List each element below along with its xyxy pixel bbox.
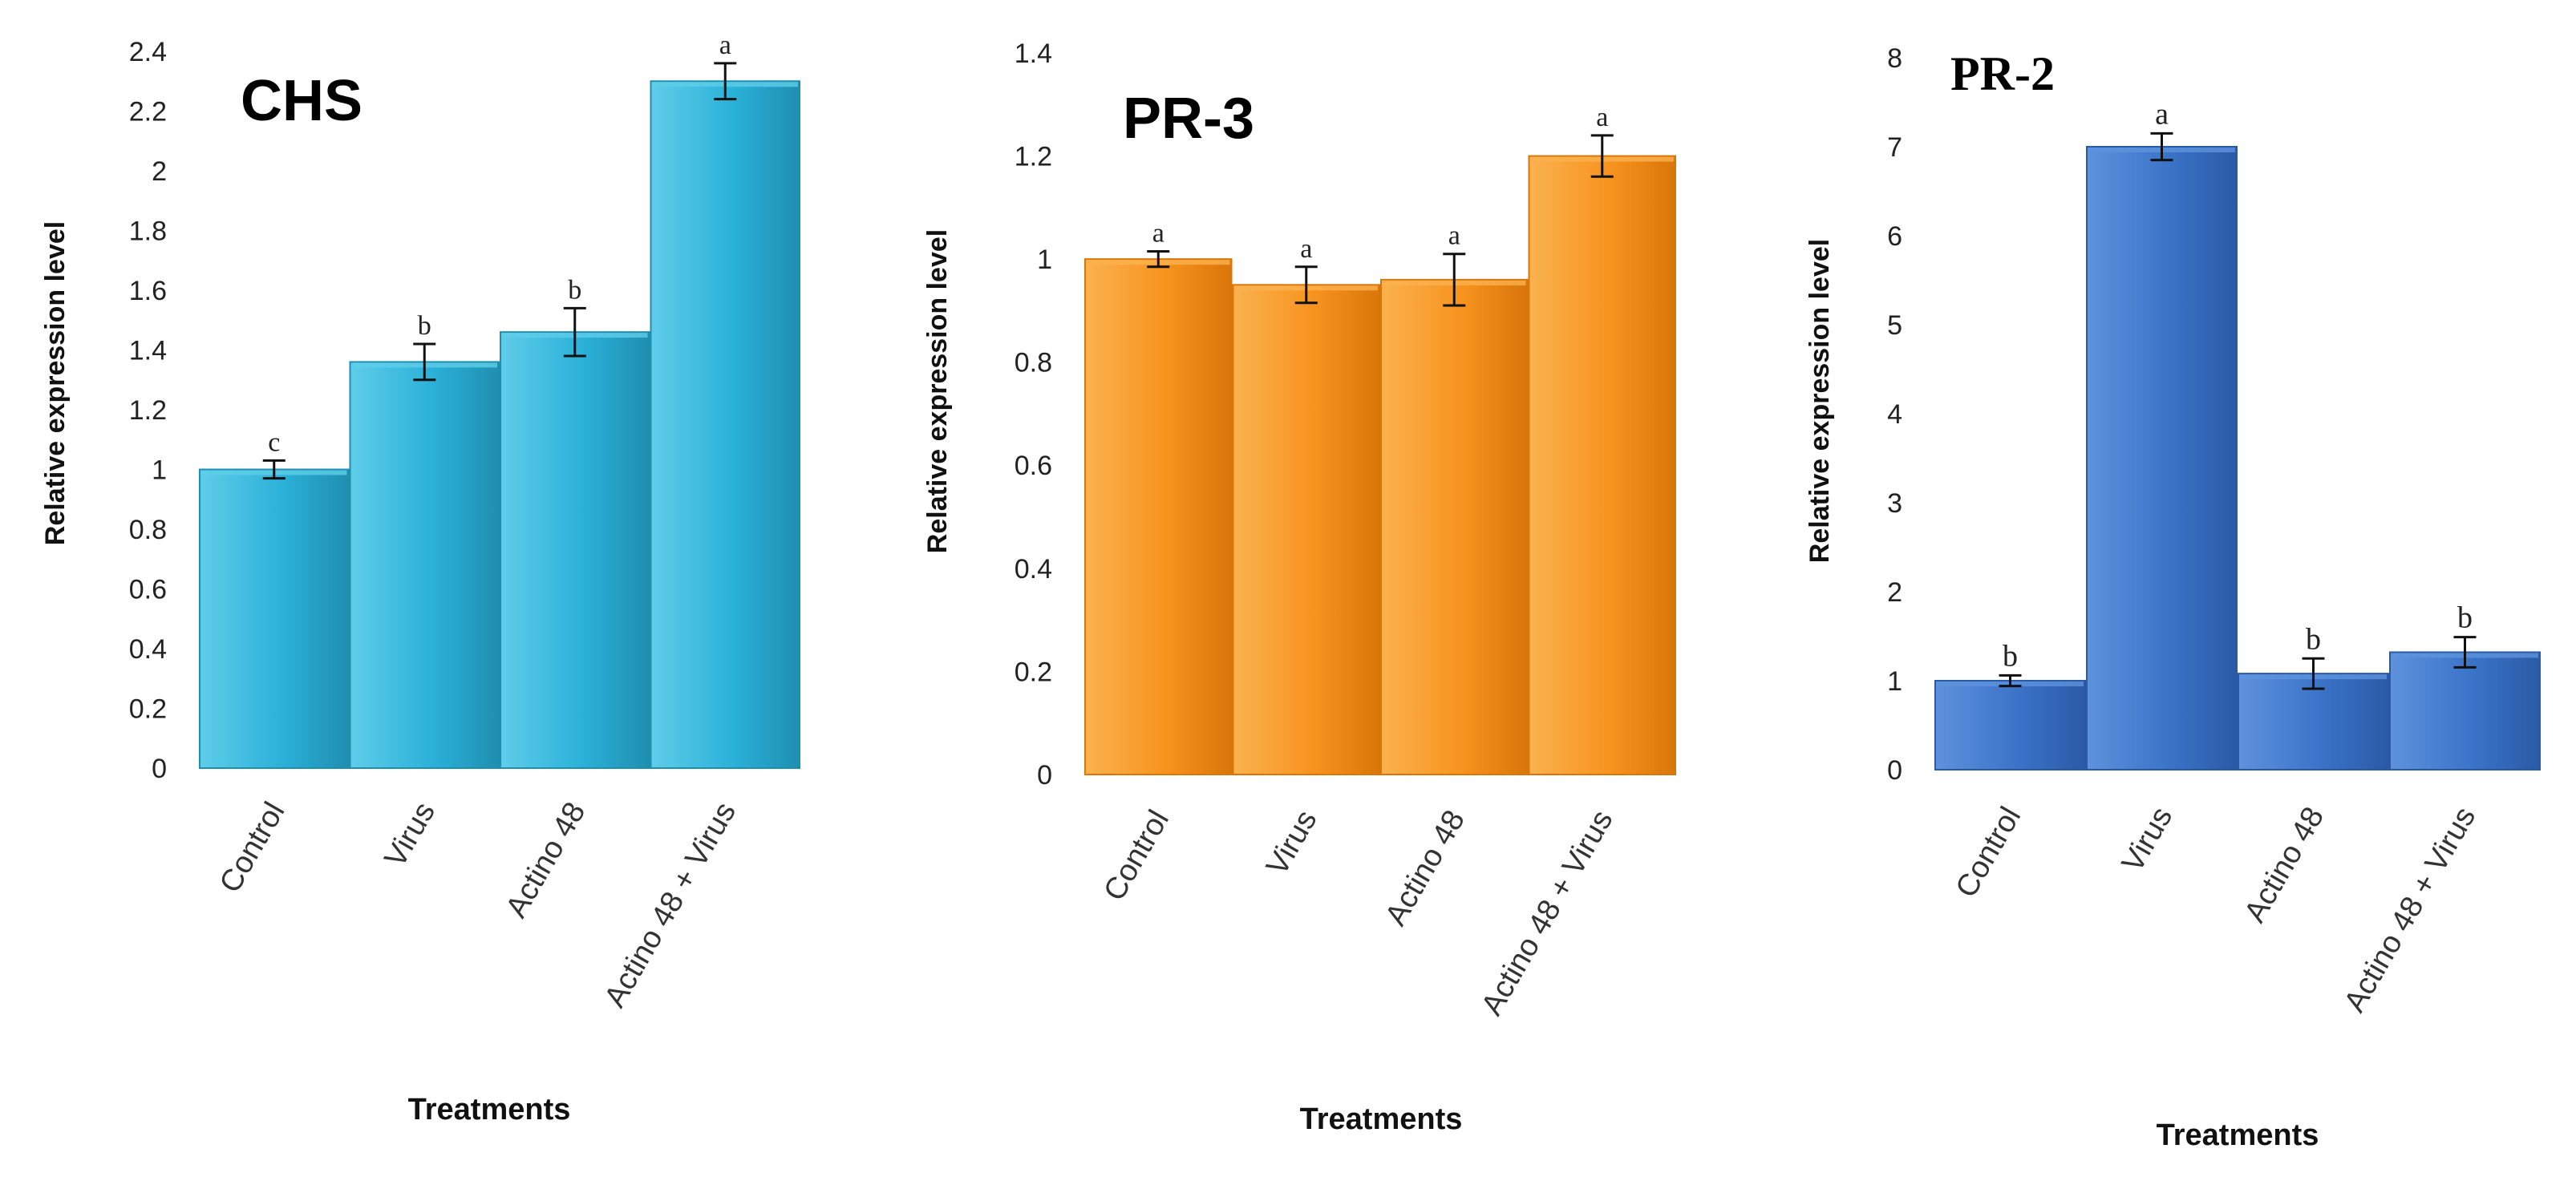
y-tick-label: 0.6: [129, 574, 167, 605]
chart-panel-pr3: PR-3 Relative expression level Treatment…: [922, 38, 1676, 1136]
x-tick-label: Virus: [1260, 805, 1323, 881]
y-axis-label: Relative expression level: [40, 221, 71, 545]
chart-title: CHS: [241, 69, 363, 133]
y-tick-label: 2: [1887, 577, 1902, 608]
y-tick-label: 8: [1887, 43, 1902, 74]
significance-label: a: [1152, 219, 1164, 249]
x-axis-label: Treatments: [408, 1093, 571, 1126]
significance-label: a: [719, 30, 731, 60]
significance-label: a: [1596, 103, 1608, 132]
significance-label: b: [418, 311, 431, 341]
bar: [2389, 651, 2541, 771]
y-tick-label: 1.4: [1015, 38, 1052, 69]
y-tick-label: 1.6: [129, 276, 167, 306]
chart-panel-pr2: PR-2 Relative expression level Treatment…: [1804, 43, 2541, 1152]
x-tick-label: Actino 48: [2238, 802, 2331, 928]
x-tick-label: Control: [1097, 805, 1176, 907]
significance-label: b: [568, 275, 581, 305]
significance-label: b: [2003, 639, 2018, 673]
x-tick-label: Actino 48: [500, 797, 593, 924]
chart-panel-chs: CHS Relative expression level Treatments…: [40, 30, 800, 1126]
x-tick-label: Actino 48 + Virus: [2338, 802, 2482, 1018]
bar: [500, 331, 650, 769]
y-tick-label: 0: [1037, 760, 1052, 791]
significance-label: a: [2155, 97, 2169, 131]
x-tick-label: Virus: [379, 797, 442, 873]
y-tick-label: 2.4: [129, 37, 167, 67]
bar: [650, 80, 800, 769]
y-tick-label: 1: [1037, 245, 1052, 275]
y-tick-label: 0.2: [1015, 657, 1052, 687]
y-tick-label: 0.2: [129, 694, 167, 724]
significance-label: b: [2306, 622, 2321, 656]
y-axis-label: Relative expression level: [1804, 239, 1835, 563]
y-tick-label: 1: [152, 455, 167, 485]
significance-label: b: [2457, 601, 2473, 635]
bar: [1084, 258, 1233, 775]
bar: [1380, 278, 1529, 776]
bar: [1934, 680, 2086, 771]
x-tick-label: Virus: [2116, 802, 2179, 878]
chart-title: PR-2: [1950, 47, 2055, 100]
bar: [1232, 284, 1380, 775]
significance-label: c: [268, 427, 280, 457]
x-axis-label: Treatments: [1300, 1102, 1463, 1136]
bar: [2086, 146, 2238, 771]
y-tick-label: 2.2: [129, 96, 167, 127]
y-tick-label: 1.2: [1015, 141, 1052, 172]
bar: [349, 361, 500, 769]
x-tick-label: Actino 48: [1379, 805, 1472, 932]
y-tick-label: 0.6: [1015, 451, 1052, 481]
bar: [199, 468, 350, 769]
y-tick-label: 6: [1887, 221, 1902, 252]
x-tick-label: Control: [1950, 802, 2028, 904]
y-tick-label: 0.4: [129, 634, 167, 665]
significance-label: a: [1448, 221, 1460, 251]
y-tick-label: 5: [1887, 310, 1902, 341]
x-tick-label: Control: [213, 797, 292, 899]
y-tick-label: 7: [1887, 132, 1902, 163]
y-tick-label: 1.2: [129, 395, 167, 426]
y-tick-label: 3: [1887, 488, 1902, 519]
y-tick-label: 0: [1887, 755, 1902, 786]
chart-title: PR-3: [1123, 87, 1254, 151]
y-tick-label: 2: [152, 156, 167, 187]
y-tick-label: 1: [1887, 666, 1902, 697]
y-tick-label: 1.4: [129, 335, 167, 366]
y-tick-label: 0: [152, 754, 167, 784]
significance-label: a: [1300, 234, 1312, 264]
y-tick-label: 1.8: [129, 216, 167, 246]
bar: [1528, 155, 1676, 776]
y-tick-label: 0.8: [129, 515, 167, 545]
y-tick-label: 4: [1887, 399, 1902, 430]
y-tick-label: 0.4: [1015, 554, 1052, 584]
x-tick-label: Actino 48 + Virus: [598, 797, 743, 1013]
x-tick-label: Actino 48 + Virus: [1475, 805, 1619, 1021]
y-tick-label: 0.8: [1015, 348, 1052, 378]
y-axis-label: Relative expression level: [922, 229, 953, 553]
x-axis-label: Treatments: [2157, 1118, 2319, 1152]
